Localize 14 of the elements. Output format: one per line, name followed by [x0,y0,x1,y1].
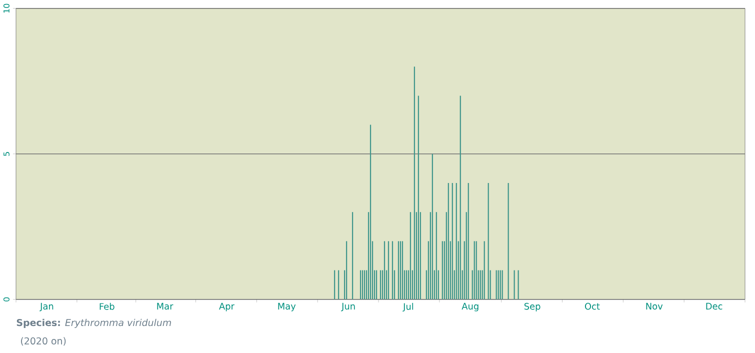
x-tick-label: Nov [646,302,663,310]
x-tick-label: Aug [462,302,478,312]
x-tick-label: Apr [219,302,234,312]
x-tick-label: Dec [706,302,722,310]
x-tick-label: Sep [524,302,540,312]
text: (2020 on) [21,336,66,346]
x-tick-label: Jun [341,302,355,312]
x-tick-label: Feb [100,302,114,310]
x-tick-label: Oct [584,302,600,310]
text: Species: Erythromma viridulum [16,318,171,328]
x-tick-label: Jan [40,302,54,312]
x-tick-label: Mar [157,302,174,310]
x-tick-label: Jul [402,302,414,312]
x-tick-label: May [278,302,296,312]
